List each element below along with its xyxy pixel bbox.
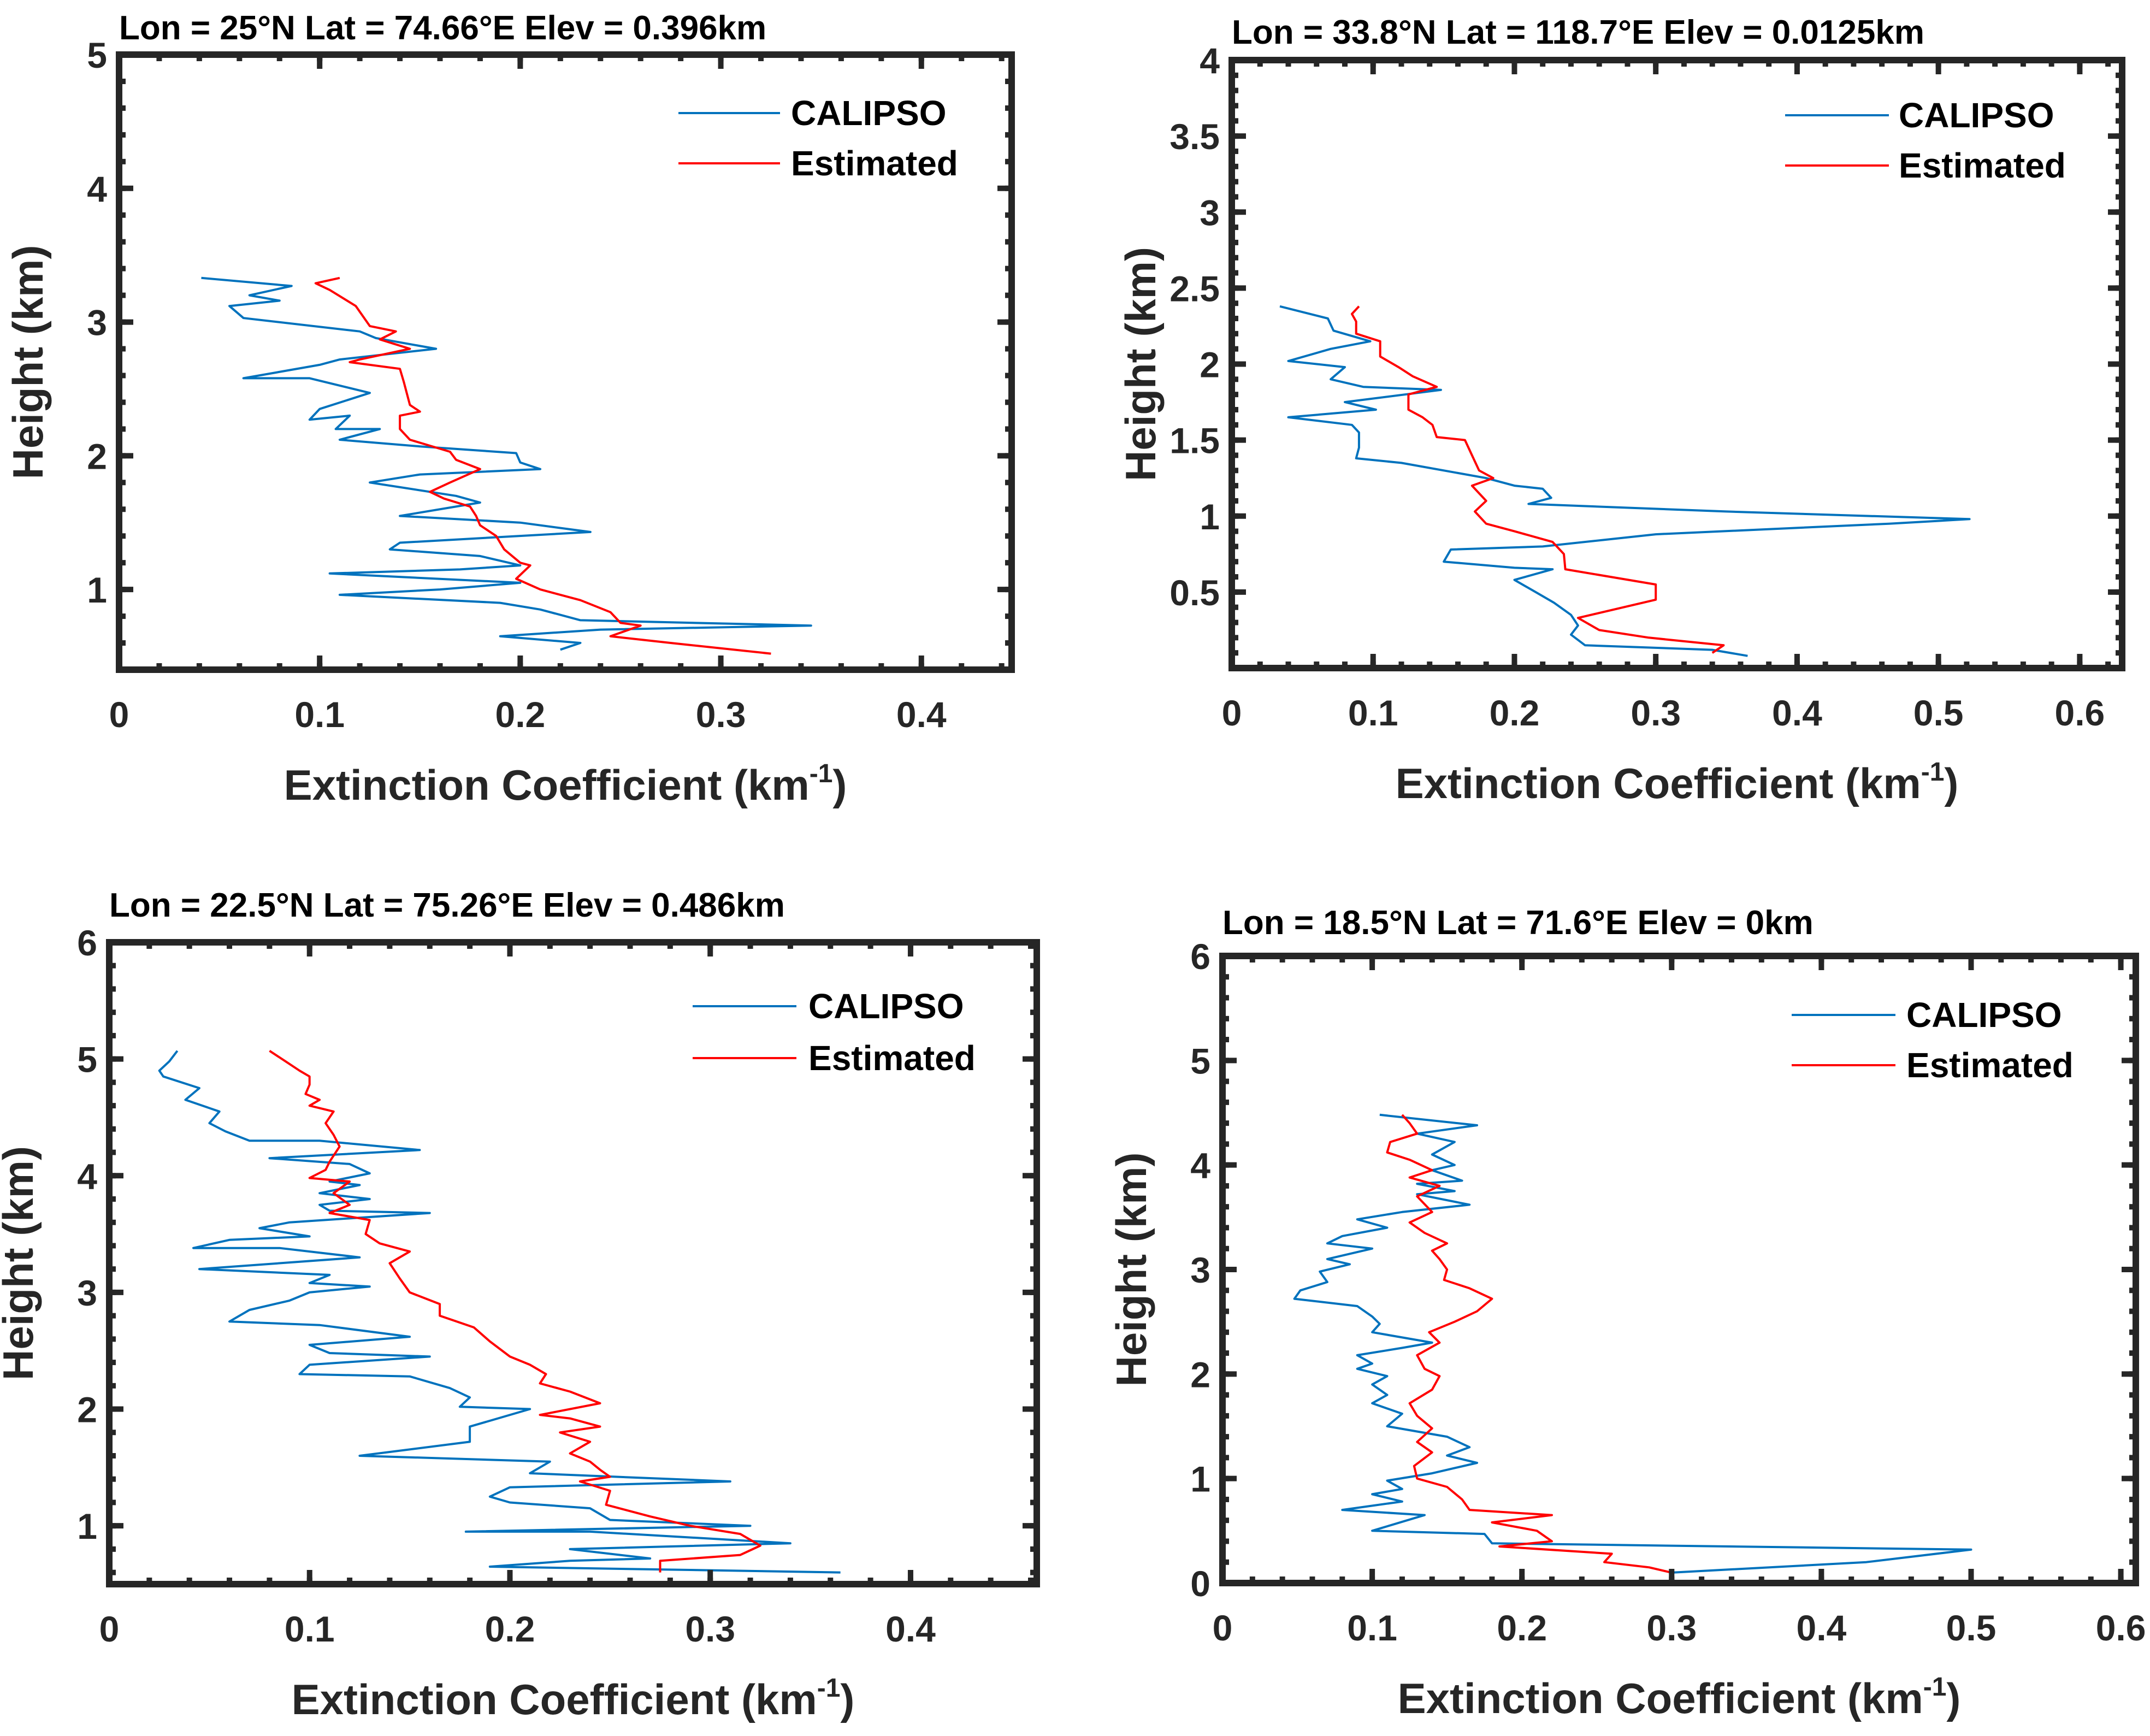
x-axis-label-tail: ) [840,1675,854,1723]
x-tick-label: 0.4 [885,1609,936,1649]
y-tick-label: 1.5 [1169,421,1220,461]
chart-title: Lon = 33.8°N Lat = 118.7°E Elev = 0.0125… [1232,14,1924,51]
legend-label-calipso: CALIPSO [791,93,946,133]
legend-label-estimated: Estimated [808,1038,976,1078]
series-line-estimated [1350,305,1725,654]
y-axis-label: Height (km) [1117,247,1165,481]
y-tick-label: 5 [87,35,107,75]
legend-label-calipso: CALIPSO [1899,96,2054,135]
legend-label-estimated: Estimated [791,144,958,183]
panel-bottom-left: Lon = 22.5°N Lat = 75.26°E Elev = 0.486k… [0,887,1040,1723]
x-tick-label: 0 [1222,693,1242,733]
y-tick-label: 2 [87,436,107,476]
legend-label-calipso: CALIPSO [808,987,964,1026]
y-tick-label: 4 [1200,40,1220,81]
y-tick-label: 1 [77,1506,97,1546]
chart-title: Lon = 18.5°N Lat = 71.6°E Elev = 0km [1222,904,1814,942]
x-tick-label: 0.3 [696,694,746,735]
x-tick-label: 0 [1213,1608,1233,1648]
x-axis-label: Extinction Coefficient (km-1) [284,759,847,809]
chart-title: Lon = 22.5°N Lat = 75.26°E Elev = 0.486k… [109,887,785,924]
series-line-calipso [1279,305,1971,657]
series-line-calipso [158,1050,841,1574]
y-tick-label: 3.5 [1169,116,1220,157]
y-tick-label: 0 [1190,1563,1210,1604]
y-axis-label: Height (km) [4,245,52,480]
y-tick-label: 2.5 [1169,268,1220,309]
y-tick-label: 1 [87,570,107,610]
series-line-estimated [1386,1114,1672,1574]
legend-label-estimated: Estimated [1899,146,2066,185]
x-tick-label: 0.4 [896,694,947,735]
series-line-estimated [314,276,771,655]
x-axis-label-superscript: -1 [810,759,833,788]
x-tick-label: 0.2 [495,694,546,735]
x-axis-label-superscript: -1 [1923,1673,1947,1702]
y-tick-label: 1 [1190,1459,1210,1499]
x-tick-label: 0.2 [485,1609,535,1649]
panel-top-right: Lon = 33.8°N Lat = 118.7°E Elev = 0.0125… [1117,14,2125,807]
x-tick-label: 0.4 [1797,1608,1847,1648]
axes-frame [116,51,1015,673]
series-line-calipso [201,276,812,651]
x-tick-label: 0.6 [2096,1608,2146,1648]
y-tick-label: 2 [1190,1354,1210,1395]
legend-label-estimated: Estimated [1906,1046,2074,1085]
y-tick-label: 6 [1190,936,1210,977]
y-tick-label: 1 [1200,497,1220,537]
x-tick-label: 0.2 [1490,693,1540,733]
y-tick-label: 0.5 [1169,572,1220,613]
x-axis-label: Extinction Coefficient (km-1) [1396,758,1959,807]
x-tick-label: 0.1 [294,694,345,735]
panel-top-left: Lon = 25°N Lat = 74.66°E Elev = 0.396km 0… [4,9,1015,809]
x-tick-label: 0.5 [1946,1608,1997,1648]
x-axis-label-text: Extinction Coefficient (km [284,761,810,809]
x-tick-label: 0.1 [285,1609,335,1649]
x-axis-label: Extinction Coefficient (km-1) [1398,1673,1961,1722]
y-tick-label: 3 [77,1273,97,1313]
y-tick-label: 2 [77,1390,97,1430]
x-axis-label-text: Extinction Coefficient (km [1398,1674,1923,1722]
y-tick-label: 3 [1200,192,1220,233]
legend-label-calipso: CALIPSO [1906,995,2062,1035]
x-tick-label: 0.4 [1772,693,1822,733]
x-axis-label-superscript: -1 [817,1674,841,1703]
y-tick-label: 3 [87,303,107,343]
y-tick-label: 5 [1190,1041,1210,1081]
axes-frame [106,939,1040,1587]
y-tick-label: 4 [87,169,107,209]
series-line-calipso [1293,1113,1972,1574]
y-axis-label: Height (km) [1107,1153,1155,1387]
x-axis-label-tail: ) [1946,1674,1960,1722]
x-tick-label: 0 [99,1609,120,1649]
x-tick-label: 0.3 [1646,1608,1697,1648]
x-tick-label: 0 [109,694,129,735]
x-tick-label: 0.3 [1631,693,1681,733]
x-tick-label: 0.2 [1497,1608,1547,1648]
panel-bottom-right: Lon = 18.5°N Lat = 71.6°E Elev = 0km 0 0.1… [1107,904,2146,1722]
x-tick-label: 0.3 [685,1609,735,1649]
y-tick-label: 3 [1190,1250,1210,1290]
y-tick-label: 6 [77,923,97,963]
y-tick-label: 4 [1190,1145,1210,1186]
x-tick-label: 0.1 [1348,693,1398,733]
x-axis-label-tail: ) [1944,759,1958,807]
y-axis-label: Height (km) [0,1146,42,1380]
x-tick-label: 0.1 [1347,1608,1397,1648]
x-axis-label: Extinction Coefficient (km-1) [292,1674,855,1723]
y-tick-label: 2 [1200,345,1220,385]
chart-title: Lon = 25°N Lat = 74.66°E Elev = 0.396km [119,9,766,47]
series-line-estimated [269,1050,761,1573]
x-axis-label-text: Extinction Coefficient (km [292,1675,817,1723]
x-tick-label: 0.5 [1913,693,1964,733]
y-tick-label: 5 [77,1040,97,1080]
y-tick-label: 4 [77,1156,97,1196]
x-axis-label-tail: ) [832,761,847,809]
x-axis-label-text: Extinction Coefficient (km [1396,759,1921,807]
x-axis-label-superscript: -1 [1921,758,1945,787]
x-tick-label: 0.6 [2055,693,2105,733]
